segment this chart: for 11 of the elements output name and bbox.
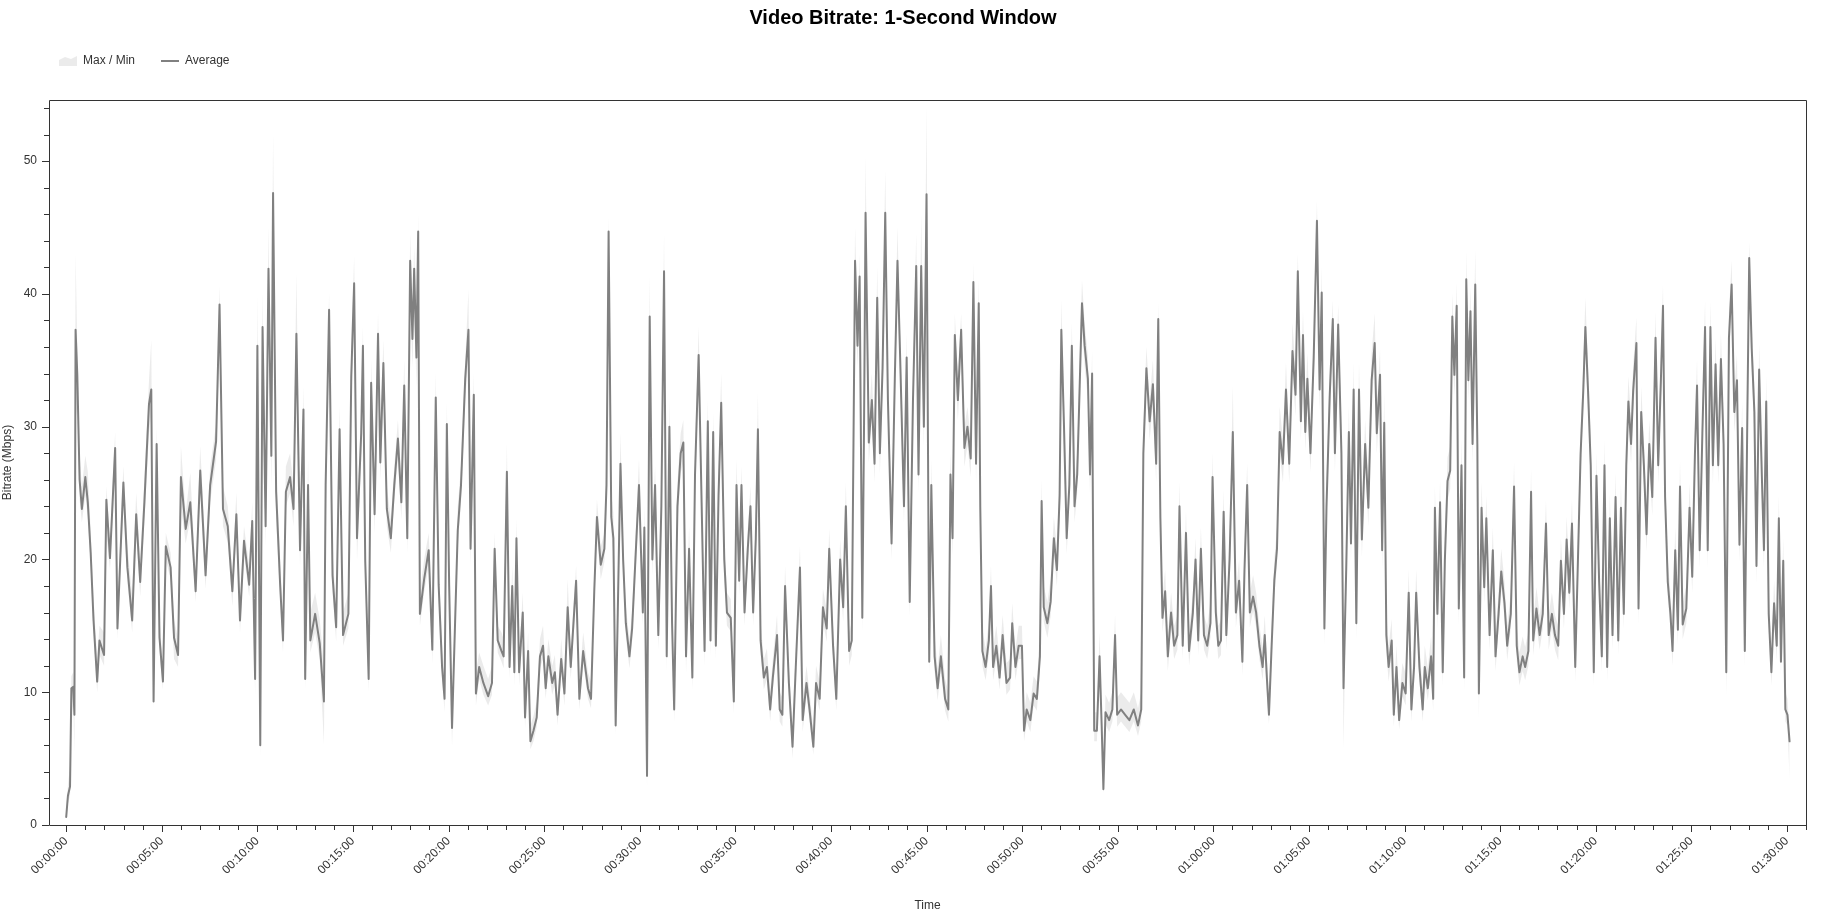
- y-tick-label: 20: [23, 551, 38, 566]
- y-tick-label: 50: [23, 153, 38, 168]
- y-axis-title: Bitrate (Mbps): [0, 424, 14, 501]
- chart-title: Video Bitrate: 1-Second Window: [749, 5, 1058, 28]
- y-tick-label: 30: [23, 418, 38, 433]
- y-tick-label: 10: [23, 684, 38, 699]
- y-tick-label: 0: [30, 817, 38, 832]
- x-axis-title: Time: [914, 898, 941, 913]
- y-tick-label: 40: [23, 286, 38, 301]
- legend-label: Average: [185, 53, 230, 68]
- text: Max / Min: [83, 53, 136, 68]
